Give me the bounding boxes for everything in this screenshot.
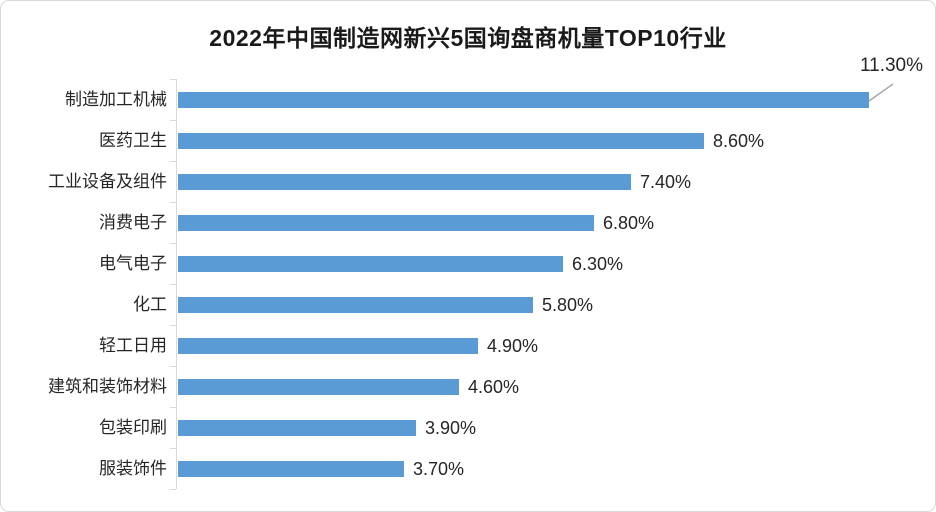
category-label: 消费电子 xyxy=(99,212,167,232)
bar xyxy=(178,419,416,436)
value-label: 5.80% xyxy=(542,294,594,315)
bar xyxy=(178,337,478,354)
axis-tick xyxy=(170,79,176,80)
chart-title-top10: TOP10 xyxy=(604,25,680,51)
bar xyxy=(178,91,869,108)
axis-tick xyxy=(170,161,176,162)
value-label: 4.90% xyxy=(487,335,539,356)
bar xyxy=(178,460,404,477)
category-label: 服装饰件 xyxy=(99,458,167,478)
value-label: 4.60% xyxy=(468,376,520,397)
bar xyxy=(178,255,563,272)
value-label: 3.70% xyxy=(413,458,465,479)
bar xyxy=(178,214,594,231)
value-label: 6.30% xyxy=(572,253,624,274)
axis-tick xyxy=(170,407,176,408)
category-label: 制造加工机械 xyxy=(65,89,167,109)
axis-tick xyxy=(170,243,176,244)
category-label: 包装印刷 xyxy=(99,417,167,437)
value-label: 7.40% xyxy=(640,171,692,192)
chart-title: 2022年中国制造网新兴5国询盘商机量TOP10行业 xyxy=(1,19,935,53)
bar xyxy=(178,378,459,395)
value-label: 8.60% xyxy=(713,130,765,151)
axis-tick xyxy=(170,366,176,367)
callout-leader-line xyxy=(868,83,894,102)
chart-title-suffix: 行业 xyxy=(679,25,727,51)
bar xyxy=(178,132,704,149)
y-axis-line xyxy=(176,79,177,489)
category-label: 化工 xyxy=(133,294,167,314)
value-label: 3.90% xyxy=(425,417,477,438)
axis-tick xyxy=(170,284,176,285)
callout-value-label: 11.30% xyxy=(859,55,923,76)
category-label: 工业设备及组件 xyxy=(48,171,167,191)
value-label: 6.80% xyxy=(603,212,655,233)
axis-tick xyxy=(170,202,176,203)
category-label: 建筑和装饰材料 xyxy=(48,376,167,396)
axis-tick xyxy=(170,489,176,490)
category-label: 医药卫生 xyxy=(99,130,167,150)
axis-tick xyxy=(170,448,176,449)
bar xyxy=(178,173,631,190)
bar xyxy=(178,296,533,313)
axis-tick xyxy=(170,120,176,121)
chart-title-prefix: 2022年中国制造网新兴5国询盘商机量 xyxy=(209,25,605,51)
category-label: 轻工日用 xyxy=(99,335,167,355)
category-label: 电气电子 xyxy=(99,253,167,273)
axis-tick xyxy=(170,325,176,326)
